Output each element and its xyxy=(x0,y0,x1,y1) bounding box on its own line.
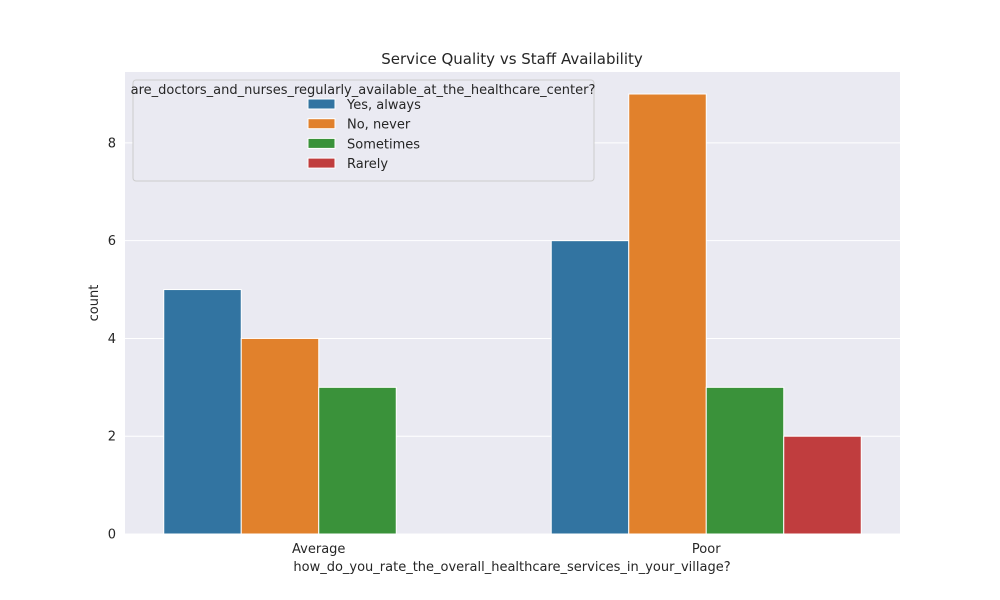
y-tick-label: 0 xyxy=(108,528,116,543)
bar xyxy=(240,337,320,535)
y-axis-label: count xyxy=(87,285,102,322)
legend-title: are_doctors_and_nurses_regularly_availab… xyxy=(131,83,596,98)
bars xyxy=(163,93,862,535)
legend-label: No, never xyxy=(347,118,411,133)
y-tick-label: 8 xyxy=(108,136,116,151)
legend-label: Sometimes xyxy=(347,137,420,152)
chart-title: Service Quality vs Staff Availability xyxy=(381,50,643,68)
bar xyxy=(163,289,242,535)
legend-label: Rarely xyxy=(347,157,388,172)
legend: are_doctors_and_nurses_regularly_availab… xyxy=(131,79,596,182)
bar xyxy=(550,240,630,535)
legend-swatch xyxy=(307,157,336,169)
x-tick-label: Poor xyxy=(692,542,721,557)
x-tick-label: Average xyxy=(292,542,345,557)
x-ticks: Average Poor xyxy=(292,542,721,557)
bar xyxy=(783,435,862,535)
y-ticks: 0 2 4 6 8 xyxy=(108,136,116,542)
legend-swatch xyxy=(307,98,336,110)
legend-swatch xyxy=(307,137,336,149)
y-tick-label: 6 xyxy=(108,234,116,249)
legend-swatch xyxy=(307,118,336,130)
bar xyxy=(628,93,707,535)
legend-box xyxy=(132,79,595,182)
y-tick-label: 2 xyxy=(108,430,116,445)
y-tick-label: 4 xyxy=(108,332,116,347)
bar xyxy=(318,386,397,535)
x-axis-label: how_do_you_rate_the_overall_healthcare_s… xyxy=(293,560,730,575)
legend-items: Yes, always No, never Sometimes Rarely xyxy=(307,98,421,172)
legend-label: Yes, always xyxy=(346,98,421,113)
bar xyxy=(705,386,785,535)
